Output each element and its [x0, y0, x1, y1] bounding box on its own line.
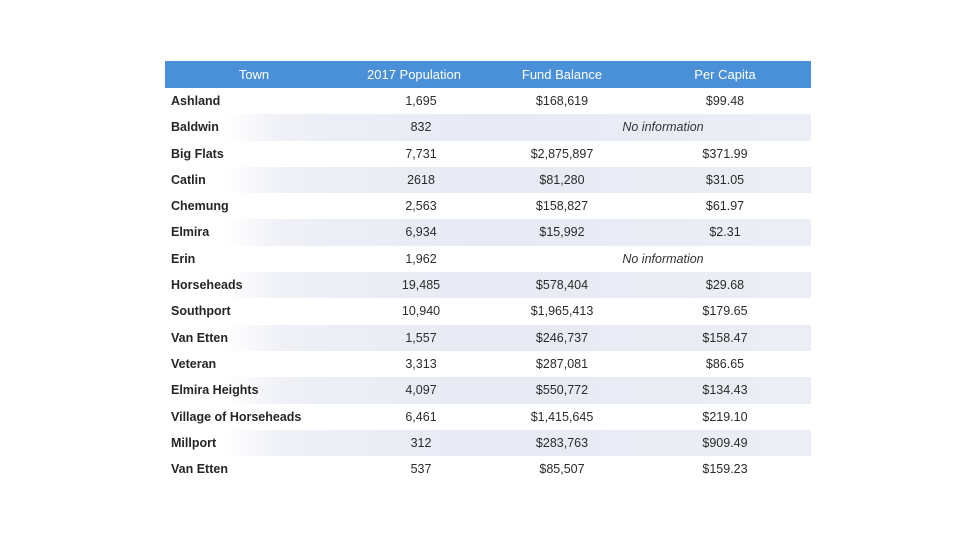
cell-population: 2,563 [405, 199, 437, 214]
cell-population: 6,934 [405, 225, 437, 240]
cell-fund-balance: $85,507 [539, 462, 585, 477]
cell-town: Village of Horseheads [171, 409, 302, 424]
table-row: Southport 10,940 $1,965,413 $179.65 [165, 298, 811, 324]
cell-per-capita: $29.68 [705, 278, 745, 293]
header-town: Town [238, 67, 270, 82]
table-header-row: Town 2017 Population Fund Balance Per Ca… [165, 61, 811, 88]
cell-town: Erin [171, 251, 196, 266]
table-row: Elmira Heights 4,097 $550,772 $134.43 [165, 377, 811, 404]
cell-town: Millport [171, 435, 217, 450]
cell-fund-balance: $2,875,897 [530, 146, 594, 161]
cell-fund-balance: $158,827 [535, 199, 589, 214]
table-row: Horseheads 19,485 $578,404 $29.68 [165, 272, 811, 299]
table-row: Village of Horseheads 6,461 $1,415,645 $219… [165, 404, 811, 430]
table-row: Van Etten 1,557 $246,737 $158.47 [165, 324, 811, 351]
cell-per-capita: $159.23 [702, 462, 748, 477]
table-row: Millport 312 $283,763 $909.49 [165, 429, 811, 457]
cell-population: 1,695 [405, 94, 437, 108]
cell-fund-balance: $287,081 [535, 356, 589, 371]
table-row: Erin 1,962 No information [165, 246, 811, 272]
cell-fund-balance: $81,280 [539, 172, 585, 187]
cell-town: Southport [171, 304, 231, 319]
table-body: Ashland 1,695 $168,619 $99.48 Baldwin 832 No i… [165, 88, 811, 482]
cell-town: Elmira Heights [171, 383, 259, 398]
cell-town: Horseheads [171, 278, 243, 293]
cell-per-capita: $371.99 [702, 146, 748, 161]
cell-town: Big Flats [171, 146, 224, 161]
cell-per-capita: $179.65 [702, 304, 748, 319]
fund-balance-table-container: Town 2017 Population Fund Balance Per Ca… [165, 61, 811, 482]
cell-per-capita: $61.97 [705, 199, 745, 214]
cell-per-capita: $2.31 [709, 225, 741, 240]
cell-town: Van Etten [171, 462, 228, 477]
table-row: Elmira 6,934 $15,992 $2.31 [165, 219, 811, 246]
cell-town: Baldwin [171, 120, 219, 135]
cell-per-capita: $158.47 [702, 330, 748, 345]
cell-fund-balance: $283,763 [535, 435, 589, 450]
cell-town: Catlin [171, 172, 206, 187]
cell-town: Chemung [171, 199, 229, 214]
cell-population: 19,485 [401, 278, 441, 293]
table-row: Veteran 3,313 $287,081 $86.65 [165, 351, 811, 377]
fund-balance-table: Town 2017 Population Fund Balance Per Ca… [165, 61, 811, 482]
table-row: Catlin 2618 $81,280 $31.05 [165, 166, 811, 194]
table-row: Van Etten 537 $85,507 $159.23 [165, 456, 811, 482]
cell-population: 6,461 [405, 409, 437, 424]
cell-per-capita: $219.10 [702, 409, 748, 424]
cell-town: Veteran [171, 356, 217, 371]
cell-fund-balance: $168,619 [535, 94, 589, 108]
cell-population: 7,731 [405, 146, 437, 161]
cell-population: 1,557 [405, 330, 437, 345]
cell-no-information: No information [622, 120, 704, 135]
cell-fund-balance: $578,404 [535, 278, 589, 293]
cell-no-information: No information [622, 251, 704, 266]
cell-population: 1,962 [405, 251, 437, 266]
cell-fund-balance: $1,415,645 [530, 409, 594, 424]
cell-population: 312 [410, 435, 432, 450]
cell-per-capita: $86.65 [705, 356, 745, 371]
cell-per-capita: $909.49 [702, 435, 748, 450]
table-row: Big Flats 7,731 $2,875,897 $371.99 [165, 141, 811, 167]
cell-town: Elmira [171, 225, 210, 240]
cell-population: 2618 [407, 172, 435, 187]
cell-fund-balance: $15,992 [539, 225, 585, 240]
cell-per-capita: $99.48 [705, 94, 745, 108]
cell-population: 3,313 [405, 356, 437, 371]
header-per-capita: Per Capita [694, 67, 756, 82]
table-row: Chemung 2,563 $158,827 $61.97 [165, 193, 811, 219]
header-fund-balance: Fund Balance [521, 67, 603, 82]
cell-population: 537 [410, 462, 432, 477]
table-row: Baldwin 832 No information [165, 114, 811, 141]
cell-population: 10,940 [401, 304, 441, 319]
cell-per-capita: $31.05 [705, 172, 745, 187]
cell-town: Van Etten [171, 330, 228, 345]
cell-per-capita: $134.43 [702, 383, 748, 398]
cell-fund-balance: $550,772 [535, 383, 589, 398]
table-row: Ashland 1,695 $168,619 $99.48 [165, 88, 811, 114]
header-population: 2017 Population [367, 67, 461, 82]
cell-town: Ashland [171, 94, 221, 108]
cell-fund-balance: $246,737 [535, 330, 589, 345]
cell-population: 4,097 [405, 383, 437, 398]
cell-population: 832 [410, 120, 432, 135]
cell-fund-balance: $1,965,413 [530, 304, 594, 319]
